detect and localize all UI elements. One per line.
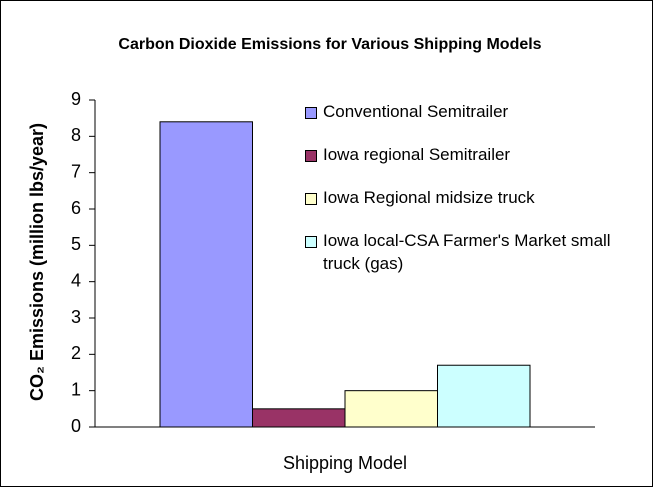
bar	[437, 364, 531, 428]
chart-title: Carbon Dioxide Emissions for Various Shi…	[118, 36, 542, 53]
legend-label: Iowa Regional midsize truck	[323, 188, 535, 207]
y-tick-label: 0	[71, 416, 81, 436]
y-tick-label: 3	[71, 307, 81, 327]
legend: Conventional Semitrailer Iowa regional Se…	[305, 100, 625, 295]
bar	[344, 390, 438, 428]
y-tick-label: 4	[71, 270, 81, 290]
legend-item: Iowa regional Semitrailer	[305, 143, 615, 166]
legend-label: Conventional Semitrailer	[323, 102, 509, 121]
y-tick-label: 1	[71, 379, 81, 399]
y-tick-label: 7	[71, 161, 81, 181]
legend-swatch	[305, 107, 317, 119]
y-tick-label: 2	[71, 343, 81, 363]
legend-item: Iowa Regional midsize truck	[305, 186, 615, 209]
y-tick-label: 5	[71, 234, 81, 254]
y-tick-label: 8	[71, 125, 81, 145]
y-axis-label: CO₂ Emissions (million lbs/year)	[27, 123, 47, 401]
legend-item: Conventional Semitrailer	[305, 100, 615, 123]
legend-swatch	[305, 193, 317, 205]
y-tick-label: 9	[71, 89, 81, 109]
legend-label: Iowa regional Semitrailer	[323, 145, 511, 164]
legend-item: Iowa local-CSA Farmer's Market small tru…	[305, 229, 615, 275]
bar	[159, 121, 253, 428]
legend-label: Iowa local-CSA Farmer's Market small tru…	[323, 231, 611, 273]
legend-swatch	[305, 150, 317, 162]
y-tick-label: 6	[71, 198, 81, 218]
legend-swatch	[305, 236, 317, 248]
bar	[252, 408, 346, 428]
x-axis-label: Shipping Model	[283, 453, 407, 473]
